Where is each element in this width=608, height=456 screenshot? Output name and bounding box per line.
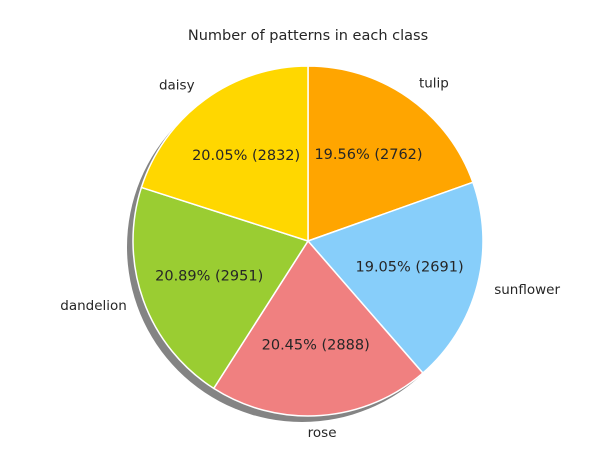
- slice-label-rose: rose: [308, 425, 337, 441]
- slice-label-sunflower: sunflower: [494, 282, 560, 298]
- pie-slice-dandelion: [132, 186, 309, 390]
- pie-slice-sunflower: [307, 181, 484, 374]
- slice-value-label-tulip: 19.56% (2762): [314, 147, 422, 163]
- slice-label-tulip: tulip: [419, 76, 449, 92]
- slice-value-label-rose: 20.45% (2888): [262, 338, 370, 354]
- pie-slice-daisy: [140, 65, 309, 242]
- pie-slice-rose: [212, 240, 424, 417]
- slice-value-label-daisy: 20.05% (2832): [192, 148, 300, 164]
- slice-value-label-sunflower: 19.05% (2691): [356, 260, 464, 276]
- pie-labels: tulip 19.56% (2762) sunflower 19.05% (2691)…: [60, 76, 560, 441]
- pie-slice-tulip: [307, 65, 474, 242]
- slice-value-label-dandelion: 20.89% (2951): [155, 269, 263, 285]
- slice-label-dandelion: dandelion: [60, 298, 127, 314]
- chart-title: Number of patterns in each class: [188, 28, 428, 44]
- pie-slices: [132, 65, 484, 417]
- slice-label-daisy: daisy: [159, 77, 195, 93]
